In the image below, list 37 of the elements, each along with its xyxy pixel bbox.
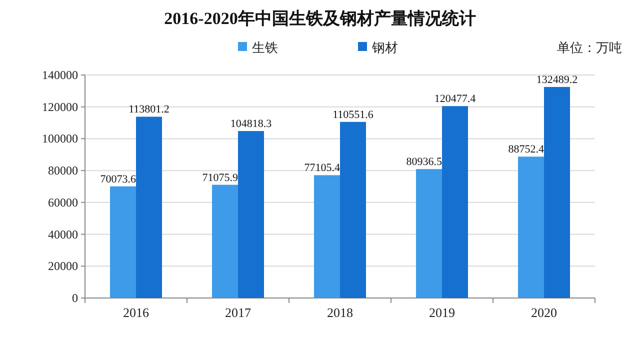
data-label: 70073.6 xyxy=(100,173,136,186)
x-tick-label: 2018 xyxy=(327,305,353,320)
y-tick-label: 100000 xyxy=(42,132,78,146)
bar xyxy=(442,106,468,298)
x-tick-label: 2016 xyxy=(123,305,150,320)
bar xyxy=(212,184,238,298)
bar xyxy=(416,169,442,298)
data-label: 104818.3 xyxy=(230,118,272,130)
x-tick-label: 2019 xyxy=(429,305,455,320)
legend-label: 生铁 xyxy=(252,41,278,56)
data-label: 132489.2 xyxy=(536,74,578,86)
y-tick-label: 120000 xyxy=(42,100,78,114)
y-tick-label: 20000 xyxy=(48,259,78,274)
bar xyxy=(110,186,136,298)
data-label: 110551.6 xyxy=(332,108,374,121)
legend-label: 钢材 xyxy=(371,41,398,56)
bar xyxy=(238,131,264,298)
bar xyxy=(136,116,162,298)
x-tick-label: 2020 xyxy=(531,305,557,320)
bar xyxy=(518,156,544,298)
chart-title: 2016-2020年中国生铁及钢材产量情况统计 xyxy=(164,9,476,28)
data-label: 113801.2 xyxy=(128,104,170,116)
y-tick-label: 80000 xyxy=(48,164,78,178)
y-tick-label: 140000 xyxy=(42,68,78,82)
data-label: 88752.4 xyxy=(508,144,544,156)
data-label: 120477.4 xyxy=(434,93,476,106)
y-tick-label: 0 xyxy=(72,291,78,305)
text: 单位：万吨 xyxy=(557,41,622,56)
bar xyxy=(314,175,340,298)
data-label: 80936.5 xyxy=(406,156,442,168)
data-label: 77105.4 xyxy=(304,162,340,174)
bar xyxy=(544,86,570,298)
data-label: 71075.9 xyxy=(202,172,238,184)
y-tick-label: 60000 xyxy=(48,195,78,210)
bar xyxy=(340,122,366,298)
x-tick-label: 2017 xyxy=(225,305,252,320)
y-tick-label: 40000 xyxy=(48,227,78,242)
